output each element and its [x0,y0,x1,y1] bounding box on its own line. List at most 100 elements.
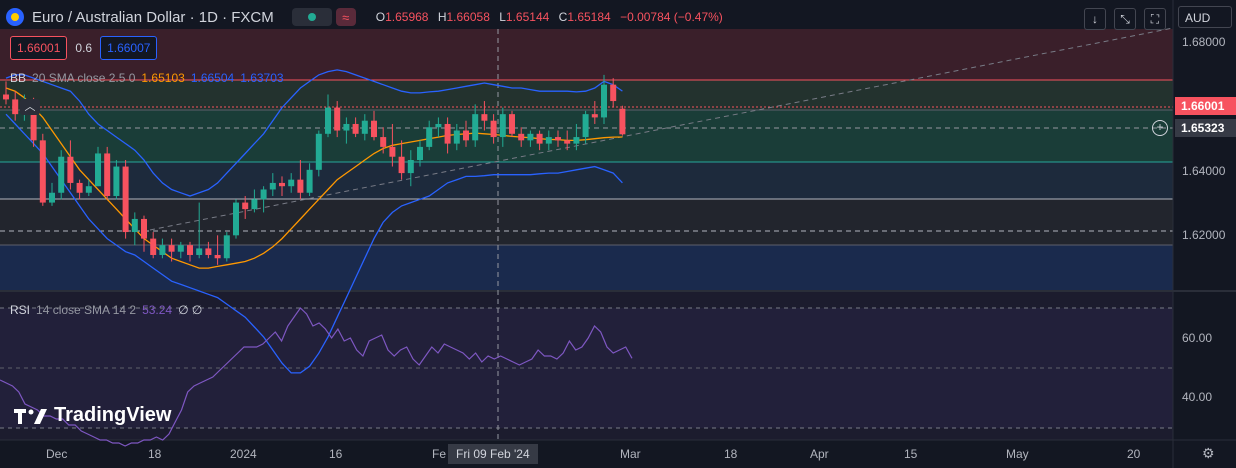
candle [417,140,423,167]
candle-body [509,114,515,134]
candle [113,160,120,200]
tradingview-mark-icon [14,408,47,424]
candle-body [269,182,276,190]
candle-body [417,146,423,160]
current-price-tag: 1.66001 [1175,97,1236,115]
candle [325,94,331,138]
change-value: −0.00784 (−0.47%) [620,10,723,24]
candle [380,127,387,154]
candle-body [233,202,239,236]
candle-body [30,104,37,141]
price-label-2: 1.64000 [1182,164,1226,178]
sell-button[interactable]: 1.66001 [10,36,68,60]
bb-lower-line [5,113,623,374]
wave-icon[interactable]: ≈ [335,8,356,26]
candle [426,120,433,151]
candle [389,123,396,167]
collapse-arrows-icon[interactable]: ⤡ [1114,8,1136,30]
candle-body [3,94,9,100]
market-status-button[interactable] [291,8,332,26]
down-arrow-icon[interactable]: ↓ [1084,8,1106,30]
candle-body [545,137,552,144]
candle [269,173,276,197]
candle-body [527,133,534,141]
candle-body [371,120,377,138]
candle [453,123,460,151]
candle-body [619,108,626,135]
gear-icon[interactable]: ⚙ [1202,445,1215,461]
candle [58,150,65,200]
low-value: 1.65144 [505,10,550,24]
candle [251,189,258,213]
candle-body [279,182,285,187]
candle [131,212,138,246]
rsi-legend[interactable]: RSI 14 close SMA 14 2 53.24 ∅ ∅ [10,303,202,317]
candle-body [122,166,129,233]
candle [150,232,157,259]
candle [315,130,322,177]
candle [545,130,552,151]
candle [260,186,267,213]
candle [518,127,525,147]
candle [288,173,295,193]
candle-body [361,120,368,134]
candle-body [398,156,405,174]
open-value: 1.65968 [385,10,429,24]
candle-body [260,189,267,200]
candle [196,202,203,259]
bb-params: 20 SMA close 2.5 0 [32,71,136,85]
candle [361,114,368,141]
candle-body [601,84,607,118]
candle-body [472,114,479,141]
crosshair-price-tag: 1.65323 [1175,119,1236,137]
candle [536,130,543,151]
candle-body [481,114,488,121]
candle-body [223,235,230,259]
bb-upper-value: 1.66504 [190,71,235,85]
candle-body [343,123,350,131]
buy-button[interactable]: 1.66007 [100,36,158,60]
candle-body [334,107,341,131]
time-label: Mar [620,447,641,461]
candle [398,140,405,180]
candle-body [555,137,561,141]
candle [564,130,571,151]
candle [297,160,304,200]
candle [591,101,598,124]
market-open-icon [307,13,316,21]
candle-body [196,248,203,255]
candle-body [251,199,258,210]
time-label: 2024 [230,447,257,461]
time-label: 18 [148,447,162,461]
candle-body [435,123,442,128]
candle [242,196,249,219]
candle [39,133,46,206]
trend-line[interactable] [149,27,1174,231]
zone-band-blue [0,245,1173,291]
tradingview-logo-text: TradingView [54,404,172,426]
candle [223,232,230,262]
candle-body [407,160,414,174]
tradingview-logo: TradingView [14,404,171,427]
time-label: 15 [904,447,918,461]
time-label: 18 [724,447,738,461]
candle-body [49,192,55,203]
candle [168,238,175,262]
ohlc-values: O1.65968 H1.66058 L1.65144 C1.65184 −0.0… [370,10,723,24]
symbol-title[interactable]: Euro / Australian Dollar · 1D · FXCM [32,8,274,26]
fullscreen-icon[interactable]: ⛶ [1144,8,1166,30]
currency-selector[interactable]: AUD [1178,6,1232,28]
plus-circle-icon[interactable]: + [1152,120,1168,136]
high-value: 1.66058 [446,10,490,24]
candle [582,110,589,144]
time-label: Fe [432,447,447,461]
bb-legend[interactable]: BB 20 SMA close 2.5 0 1.65103 1.66504 1.… [10,71,284,85]
rsi-label: RSI [10,303,31,317]
candle [343,117,350,144]
chevron-up-icon[interactable]: ︿ [20,99,40,115]
candle-body [85,186,92,193]
candle [177,241,184,259]
candle-body [39,140,46,203]
rsi-line [0,307,633,447]
